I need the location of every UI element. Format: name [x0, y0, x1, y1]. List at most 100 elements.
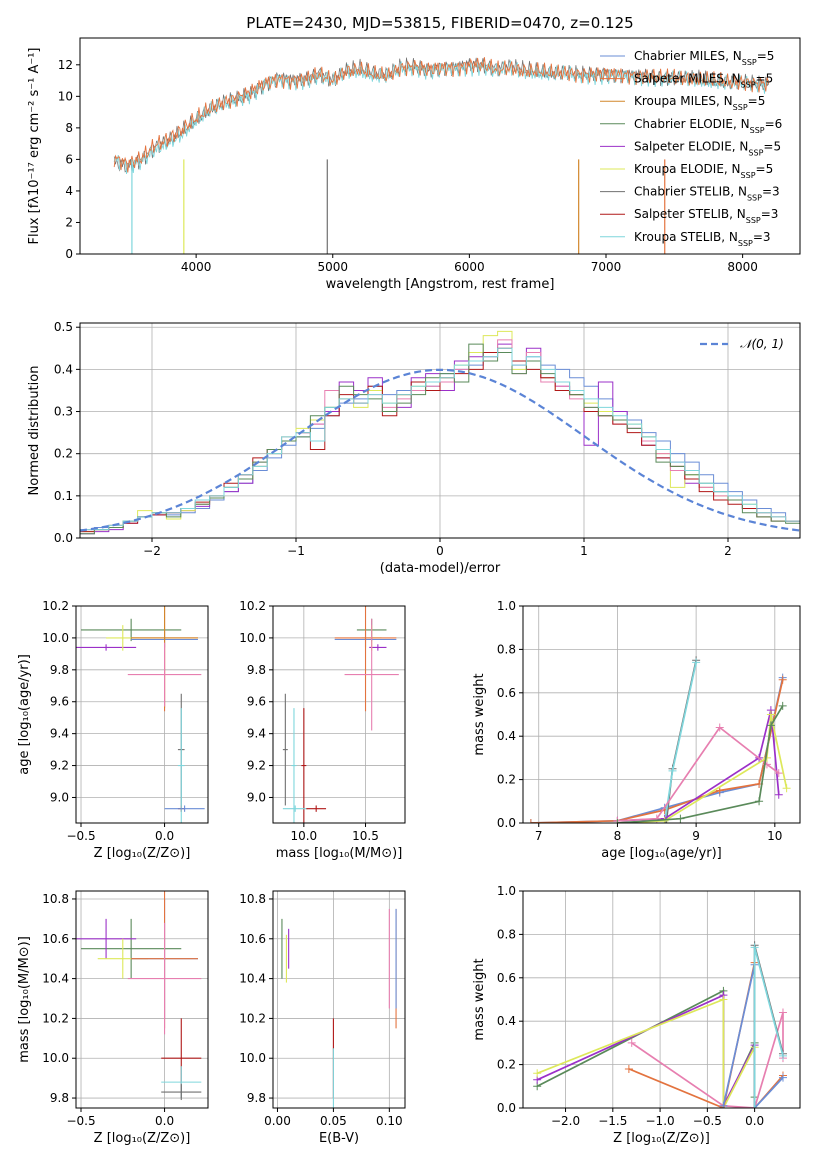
y-tick-label: 0.4 — [497, 729, 516, 743]
y-tick-label: 0.6 — [497, 971, 516, 985]
y-tick-label: 10 — [58, 89, 73, 103]
x-tick-label: 8000 — [727, 260, 758, 274]
y-tick-label: 10.8 — [239, 892, 266, 906]
legend-post: =6 — [765, 117, 783, 131]
mass-weight-marker — [774, 769, 783, 778]
spectrum-line-salpeter-miles — [113, 57, 770, 173]
plot-area — [113, 57, 770, 254]
y-tick-label: 10.0 — [42, 1051, 69, 1065]
mass-weight-marker — [624, 1064, 633, 1073]
x-axis-label: mass [log₁₀(M/M⊙)] — [276, 846, 403, 861]
y-tick-label: 10.6 — [239, 932, 266, 946]
x-tick-label: 10 — [767, 829, 782, 843]
y-tick-label: 0.8 — [497, 927, 516, 941]
x-tick-label: −1.5 — [598, 1114, 627, 1128]
x-tick-label: 10.0 — [290, 829, 317, 843]
histogram-step — [80, 347, 800, 538]
legend-post: =5 — [757, 49, 775, 63]
y-axis-label: mass weight — [472, 958, 487, 1040]
legend-sub: SSP — [746, 216, 761, 225]
y-axis-label: mass weight — [472, 673, 487, 755]
y-tick-label: 9.4 — [247, 727, 266, 741]
mass-weight-line — [628, 962, 784, 1108]
axes-frame — [272, 890, 406, 1109]
mass-weight-marker — [719, 1101, 728, 1108]
y-tick-label: 0.2 — [54, 447, 73, 461]
mass-weight-marker — [668, 766, 677, 775]
plot-area — [533, 941, 787, 1108]
y-tick-label: 10.2 — [239, 1011, 266, 1025]
y-tick-label: 10.2 — [239, 599, 266, 613]
mass-weight-marker — [778, 1008, 787, 1017]
y-axis-label: Normed distribution — [27, 366, 42, 496]
legend-post: =3 — [761, 207, 779, 221]
legend-post: =3 — [753, 230, 771, 244]
plot-area — [76, 606, 205, 823]
y-tick-label: 0.3 — [54, 405, 73, 419]
x-tick-label: 0.0 — [155, 1114, 174, 1128]
mass-weight-marker — [778, 701, 787, 710]
legend-text: Kroupa MILES, N — [634, 94, 733, 108]
x-tick-label: 5000 — [317, 260, 348, 274]
plot-area — [282, 606, 399, 823]
axes-frame — [272, 605, 406, 824]
figure-title: PLATE=2430, MJD=53815, FIBERID=0470, z=0… — [246, 14, 633, 32]
legend-entry: Salpeter ELODIE, NSSP=5 — [634, 139, 781, 157]
axes-frame — [522, 605, 801, 824]
axes-frame — [79, 322, 801, 539]
y-tick-label: 9.8 — [50, 663, 69, 677]
legend-sub: SSP — [733, 103, 748, 112]
y-tick-label: 0.5 — [54, 320, 73, 334]
y-tick-label: 9.4 — [50, 727, 69, 741]
mass-weight-line — [530, 677, 784, 823]
x-axis-label: E(B-V) — [319, 1131, 359, 1146]
legend-entry: Chabrier STELIB, NSSP=3 — [634, 185, 780, 203]
legend-text: Chabrier ELODIE, N — [634, 117, 750, 131]
panel-residuals: −2 −1 0 1 2 0.0 0.1 0.2 0.3 0.4 0.5 𝒩(0, 1) (data-mo… — [27, 320, 801, 576]
mass-weight-line — [536, 993, 756, 1107]
legend-text: Salpeter ELODIE, N — [634, 139, 748, 153]
panel-massweight-vs-age: 7 8 9 10 0.0 0.2 0.4 0.6 0.8 1.0 age [log₁₀(age/yr… — [472, 599, 801, 861]
axes-frame — [79, 37, 801, 255]
y-tick-label: 1.0 — [497, 599, 516, 613]
axes-frame — [75, 605, 209, 824]
y-axis-label: Flux [fλ10⁻¹⁷ erg cm⁻² s⁻¹ A⁻¹] — [27, 48, 42, 245]
y-tick-label: 9.6 — [247, 695, 266, 709]
axes-frame — [75, 890, 209, 1109]
y-tick-label: 0.4 — [54, 362, 73, 376]
x-tick-label: 0 — [436, 544, 444, 558]
x-tick-label: 0.0 — [155, 829, 174, 843]
y-tick-label: 2 — [65, 215, 73, 229]
legend-sub: SSP — [742, 58, 757, 67]
y-tick-label: 0.1 — [54, 489, 73, 503]
y-axis-label: age [log₁₀(age/yr)] — [17, 654, 32, 775]
mass-weight-marker — [627, 1038, 636, 1047]
legend-entry: Kroupa STELIB, NSSP=3 — [634, 230, 771, 248]
y-tick-label: 0.0 — [497, 1101, 516, 1115]
y-tick-label: 0.2 — [497, 773, 516, 787]
axes-frame — [522, 890, 801, 1109]
x-axis-label: Z [log₁₀(Z/Z⊙)] — [94, 1131, 191, 1146]
mass-weight-marker — [692, 658, 701, 667]
legend-sub: SSP — [750, 125, 765, 134]
y-axis-label: mass [log₁₀(M/M⊙)] — [17, 936, 32, 1063]
mass-weight-marker — [613, 819, 622, 823]
mass-weight-line — [536, 989, 756, 1108]
mass-weight-line — [530, 679, 784, 823]
y-tick-label: 9.8 — [247, 1091, 266, 1105]
y-tick-label: 9.2 — [247, 759, 266, 773]
y-tick-label: 10.0 — [42, 631, 69, 645]
legend-post: =3 — [762, 185, 780, 199]
x-tick-label: −0.5 — [66, 1114, 95, 1128]
legend-entry: Chabrier MILES, NSSP=5 — [634, 49, 774, 67]
plot-area — [526, 656, 791, 823]
x-tick-label: 7 — [535, 829, 543, 843]
mass-weight-line — [536, 998, 756, 1108]
y-tick-label: 8 — [65, 121, 73, 135]
y-tick-label: 10.8 — [42, 892, 69, 906]
mass-weight-marker — [755, 797, 764, 806]
mass-weight-marker — [774, 790, 783, 799]
y-tick-label: 0 — [65, 247, 73, 261]
y-tick-label: 4 — [65, 184, 73, 198]
